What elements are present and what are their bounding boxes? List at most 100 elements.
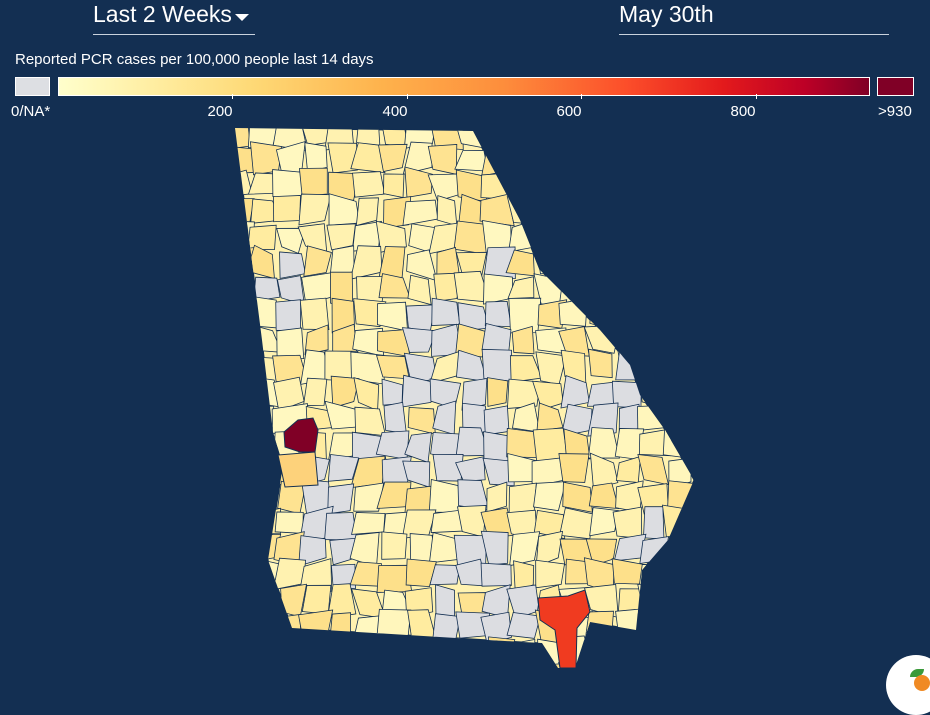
county: [272, 662, 309, 668]
county: [689, 640, 694, 668]
county: [327, 454, 360, 482]
county: [587, 427, 620, 459]
county: [691, 507, 694, 542]
county: [273, 638, 308, 666]
county: [688, 326, 694, 357]
county: [532, 223, 569, 255]
county: [535, 559, 565, 589]
county: [375, 220, 407, 253]
county: [324, 512, 358, 541]
county: [375, 662, 410, 668]
period-select[interactable]: Last 2 Weeks: [93, 0, 255, 35]
county: [636, 128, 666, 151]
county: [429, 564, 461, 586]
legend-max-swatch: [877, 77, 914, 96]
county: [584, 167, 617, 199]
county: [235, 583, 255, 620]
county: [271, 614, 302, 641]
county: [304, 142, 328, 173]
county: [235, 328, 250, 359]
county: [638, 564, 665, 592]
county: [532, 170, 567, 195]
county: [637, 582, 663, 617]
county: [583, 272, 619, 300]
county: [610, 196, 645, 227]
county: [588, 348, 613, 379]
county: [430, 509, 463, 533]
county: [532, 128, 561, 142]
county: [330, 563, 357, 590]
county: [251, 665, 277, 668]
county: [639, 666, 672, 668]
county: [326, 583, 357, 619]
county-high-west[interactable]: [283, 417, 319, 453]
county: [508, 482, 537, 516]
county: [485, 663, 516, 668]
county: [248, 460, 277, 485]
county: [642, 640, 670, 668]
county: [274, 511, 304, 534]
county: [584, 196, 617, 224]
county: [692, 199, 694, 228]
county: [639, 535, 671, 565]
county: [589, 296, 616, 330]
county: [662, 635, 694, 668]
county: [480, 611, 513, 645]
county: [509, 531, 541, 567]
county: [584, 610, 614, 643]
legend-tick: [756, 94, 757, 99]
county: [666, 300, 689, 332]
county: [455, 456, 486, 482]
county: [352, 171, 386, 198]
date-select[interactable]: May 30th: [619, 0, 889, 35]
county: [696, 167, 723, 203]
county: [480, 562, 512, 587]
county-high-southeast[interactable]: [537, 589, 591, 669]
county: [688, 612, 694, 642]
county: [404, 166, 433, 198]
county: [689, 589, 694, 615]
county: [247, 610, 280, 643]
county: [566, 166, 587, 197]
county: [428, 643, 463, 668]
georgia-county-map[interactable]: [0, 0, 930, 681]
county: [640, 219, 670, 252]
legend-tick: [232, 94, 233, 99]
county: [506, 612, 541, 639]
county: [436, 660, 465, 668]
county: [663, 173, 692, 198]
county: [435, 584, 456, 619]
county: [585, 128, 619, 143]
county: [589, 507, 620, 537]
county: [640, 247, 670, 280]
county: [276, 327, 305, 360]
legend-na-swatch: [15, 77, 50, 96]
county: [661, 140, 694, 171]
county: [330, 375, 360, 409]
county: [507, 128, 541, 149]
county-elevated-west[interactable]: [277, 451, 319, 488]
county: [350, 644, 383, 668]
county: [326, 223, 356, 251]
county: [383, 173, 405, 199]
county: [614, 226, 646, 256]
county: [507, 378, 541, 409]
county: [662, 609, 694, 642]
county: [507, 276, 535, 299]
county: [643, 198, 673, 222]
county: [486, 481, 508, 513]
county: [235, 427, 256, 462]
county: [662, 504, 694, 541]
county: [640, 297, 671, 332]
county: [689, 353, 694, 383]
county: [585, 245, 616, 281]
county: [487, 377, 509, 407]
county: [689, 406, 694, 435]
county: [690, 298, 694, 329]
county: [353, 482, 385, 512]
county: [535, 530, 564, 568]
county: [531, 193, 562, 226]
county: [235, 509, 254, 537]
legend-gradient-bar: [58, 77, 870, 96]
county: [513, 146, 536, 175]
